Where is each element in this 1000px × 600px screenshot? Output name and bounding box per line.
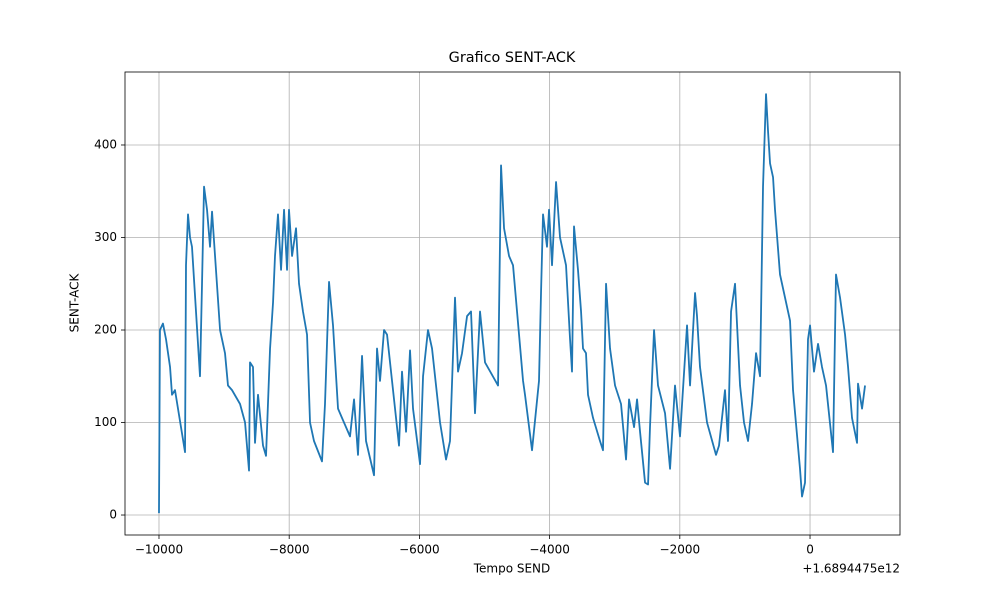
x-tick-label: −6000 — [399, 543, 440, 557]
y-tick-label: 200 — [94, 323, 117, 337]
y-tick-label: 300 — [94, 230, 117, 244]
x-tick-label: 0 — [806, 543, 814, 557]
plot-frame — [124, 71, 901, 536]
x-tick-label: −4000 — [529, 543, 570, 557]
y-tick-label: 0 — [109, 508, 117, 522]
data-line — [158, 93, 866, 514]
y-tick-label: 400 — [94, 137, 117, 151]
x-offset-label: +1.6894475e12 — [802, 562, 900, 576]
y-tick-label: 100 — [94, 415, 117, 429]
x-tick-label: −2000 — [660, 543, 701, 557]
x-axis-label: Tempo SEND — [473, 562, 551, 576]
x-tick-label: −10000 — [135, 543, 183, 557]
x-tick-label: −8000 — [269, 543, 310, 557]
chart-title: Grafico SENT-ACK — [449, 50, 576, 66]
y-axis-label: SENT-ACK — [68, 273, 82, 333]
